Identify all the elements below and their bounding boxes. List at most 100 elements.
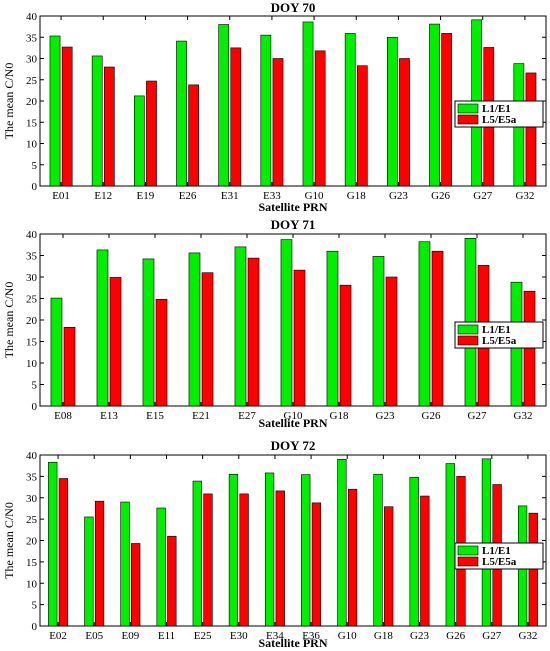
x-tick-label: E21 xyxy=(192,410,210,422)
legend-label-l1: L1/E1 xyxy=(482,324,511,336)
bar-l1-G10 xyxy=(337,458,347,627)
bar-l5-G18 xyxy=(384,506,394,627)
y-tick-label: 10 xyxy=(26,139,38,151)
x-tick-label: G18 xyxy=(330,410,349,422)
x-tick-label: G18 xyxy=(347,190,366,202)
bar-l5-G18 xyxy=(339,284,352,407)
bar-l1-E12 xyxy=(91,55,103,187)
plot-area xyxy=(39,233,547,407)
bar-l1-G27 xyxy=(481,458,492,627)
bar-l5-E21 xyxy=(201,272,214,407)
plot-area xyxy=(39,454,547,627)
bar-l1-E09 xyxy=(120,501,130,627)
chart-title: DOY 71 xyxy=(271,217,316,232)
x-tick-label: G32 xyxy=(518,630,537,642)
chart-title: DOY 70 xyxy=(271,0,316,15)
x-tick-label: G23 xyxy=(410,630,429,642)
x-tick-label: E26 xyxy=(179,190,197,202)
legend-label-l1: L1/E1 xyxy=(482,103,511,115)
x-tick-label: E27 xyxy=(238,410,256,422)
legend-label-l5: L5/E5a xyxy=(482,556,517,568)
bar-l1-E01 xyxy=(49,35,61,187)
bar-l1-G10 xyxy=(302,21,314,187)
bar-l1-E25 xyxy=(192,480,202,627)
bar-l1-G23 xyxy=(409,476,419,627)
bar-l1-E19 xyxy=(133,95,145,187)
bar-l5-E02 xyxy=(58,478,69,627)
x-tick-label: E09 xyxy=(121,630,139,642)
bar-l1-E11 xyxy=(156,507,166,627)
x-tick-label: E13 xyxy=(100,410,118,422)
y-tick-label: 40 xyxy=(26,11,38,23)
bar-l5-E33 xyxy=(272,58,284,187)
bar-l1-G26 xyxy=(418,241,431,407)
y-tick-label: 35 xyxy=(26,471,38,483)
x-tick-label: E08 xyxy=(54,410,72,422)
bar-l1-E34 xyxy=(264,472,275,627)
legend-label-l1: L1/E1 xyxy=(482,545,511,557)
bar-l1-E13 xyxy=(96,249,109,407)
bar-l5-E15 xyxy=(155,299,168,407)
bar-l5-E25 xyxy=(203,493,213,627)
legend-swatch-l1 xyxy=(457,103,479,114)
bar-l5-G10 xyxy=(293,269,306,407)
y-tick-label: 25 xyxy=(26,294,38,306)
bar-l5-G32 xyxy=(523,290,536,407)
x-tick-label: G27 xyxy=(468,410,487,422)
y-tick-label: 0 xyxy=(32,401,38,413)
bar-l1-E05 xyxy=(84,516,94,627)
x-tick-label: E02 xyxy=(49,630,67,642)
bar-l5-G32 xyxy=(525,72,537,187)
x-tick-label: G32 xyxy=(514,410,533,422)
y-tick-label: 25 xyxy=(26,75,38,87)
bar-l1-G26 xyxy=(429,23,440,187)
y-tick-label: 20 xyxy=(26,536,38,548)
y-tick-label: 15 xyxy=(26,557,38,569)
bar-l5-E26 xyxy=(188,84,200,187)
bar-l5-G18 xyxy=(356,65,368,187)
y-tick-label: 25 xyxy=(26,514,38,526)
bar-l5-G32 xyxy=(528,512,538,627)
bar-l1-G10 xyxy=(280,239,293,407)
x-tick-label: E33 xyxy=(263,190,281,202)
y-tick-label: 15 xyxy=(26,117,38,129)
x-tick-label: E19 xyxy=(137,190,155,202)
x-tick-label: E30 xyxy=(230,630,248,642)
x-tick-label: G23 xyxy=(389,190,408,202)
bar-l5-E05 xyxy=(94,500,105,627)
bar-l1-E27 xyxy=(234,246,247,407)
y-tick-label: 40 xyxy=(26,229,38,241)
bar-l5-E09 xyxy=(131,543,141,627)
bar-l1-E26 xyxy=(176,40,187,187)
bar-l5-E12 xyxy=(103,66,115,187)
chart-panel-2: DOY 72 0 5 10 15 20 25 30 35 40 The mean C/N0 E02 E0… xyxy=(2,438,547,650)
x-tick-label: E12 xyxy=(94,190,112,202)
x-axis-label: Satellite PRN xyxy=(259,416,328,430)
bar-l1-G18 xyxy=(326,250,339,407)
bar-l1-E31 xyxy=(218,24,230,187)
y-tick-label: 5 xyxy=(32,600,38,612)
y-tick-label: 35 xyxy=(26,32,38,44)
bar-l5-G23 xyxy=(385,276,398,407)
x-tick-label: G23 xyxy=(376,410,395,422)
y-tick-label: 10 xyxy=(26,358,38,370)
x-axis-label: Satellite PRN xyxy=(259,636,328,650)
bar-l5-E01 xyxy=(61,46,73,187)
x-tick-label: G32 xyxy=(515,190,534,202)
bar-l5-E19 xyxy=(146,80,157,187)
bar-l1-E21 xyxy=(188,252,201,407)
x-tick-label: G27 xyxy=(482,630,501,642)
bar-l1-E15 xyxy=(142,258,155,407)
bar-l5-G10 xyxy=(314,50,326,187)
x-tick-label: G26 xyxy=(422,410,441,422)
bar-l5-E27 xyxy=(247,257,260,407)
y-tick-label: 15 xyxy=(26,337,38,349)
y-tick-label: 30 xyxy=(26,54,38,66)
x-tick-label: G18 xyxy=(374,630,393,642)
legend-swatch-l5 xyxy=(457,114,479,125)
x-tick-label: E01 xyxy=(52,190,70,202)
legend-label-l5: L5/E5a xyxy=(482,335,517,347)
